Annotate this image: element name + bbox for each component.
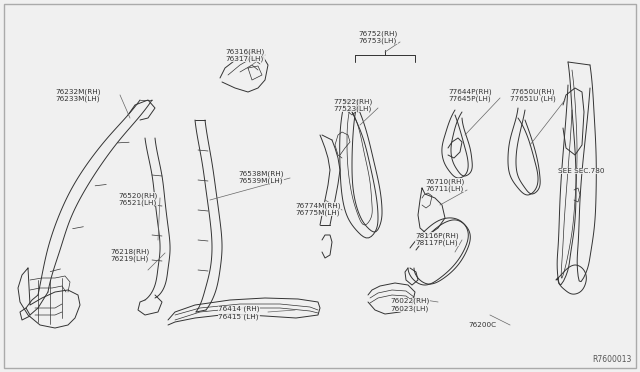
Text: 76538M(RH)
76539M(LH): 76538M(RH) 76539M(LH) xyxy=(238,170,284,184)
Text: R7600013: R7600013 xyxy=(593,355,632,364)
Text: 77650U(RH)
77651U (LH): 77650U(RH) 77651U (LH) xyxy=(510,88,556,102)
Text: SEE SEC.780: SEE SEC.780 xyxy=(558,168,605,174)
Text: 76414 (RH)
76415 (LH): 76414 (RH) 76415 (LH) xyxy=(218,306,259,320)
Text: 76200C: 76200C xyxy=(468,322,496,328)
Text: 76520(RH)
76521(LH): 76520(RH) 76521(LH) xyxy=(118,192,157,206)
Text: 78116P(RH)
78117P(LH): 78116P(RH) 78117P(LH) xyxy=(415,232,459,246)
Text: 77644P(RH)
77645P(LH): 77644P(RH) 77645P(LH) xyxy=(448,88,492,102)
Text: 76218(RH)
76219(LH): 76218(RH) 76219(LH) xyxy=(110,248,149,262)
Text: 76316(RH)
76317(LH): 76316(RH) 76317(LH) xyxy=(225,48,264,62)
Text: 76022(RH)
76023(LH): 76022(RH) 76023(LH) xyxy=(390,298,429,312)
Text: 76232M(RH)
76233M(LH): 76232M(RH) 76233M(LH) xyxy=(55,88,100,102)
Text: 76752(RH)
76753(LH): 76752(RH) 76753(LH) xyxy=(358,30,397,44)
Text: 77522(RH)
77523(LH): 77522(RH) 77523(LH) xyxy=(333,98,372,112)
Text: 76710(RH)
76711(LH): 76710(RH) 76711(LH) xyxy=(425,178,464,192)
Text: 76774M(RH)
76775M(LH): 76774M(RH) 76775M(LH) xyxy=(295,202,340,216)
